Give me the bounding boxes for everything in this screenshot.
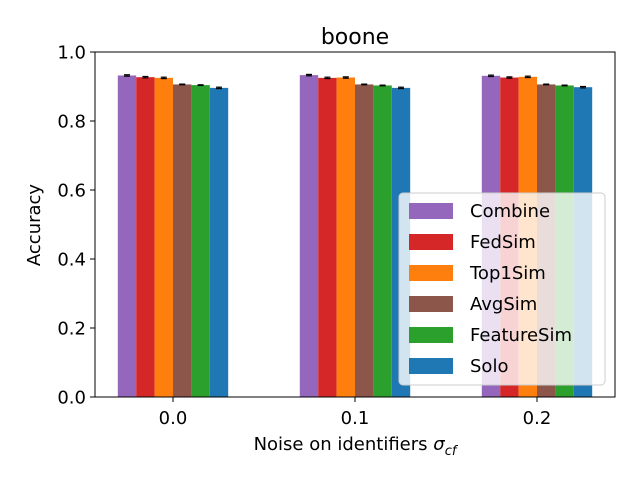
- y-tick-label: 1.0: [57, 43, 86, 64]
- legend: Combine FedSim Top1Sim AvgSim FeatureSim Solo: [398, 192, 606, 386]
- bar-solo-0: [209, 87, 229, 397]
- bar-avgsim-0: [173, 84, 192, 398]
- y-axis: 0.0 0.2 0.4 0.6 0.8 1.0: [57, 43, 95, 409]
- legend-swatch-combine: [409, 203, 453, 219]
- y-tick-label: 0.8: [57, 112, 86, 133]
- legend-swatch-avgsim: [409, 296, 453, 312]
- y-tick-label: 0.2: [57, 319, 86, 340]
- x-axis: 0.0 0.1 0.2: [159, 397, 552, 429]
- legend-swatch-featuresim: [409, 327, 453, 343]
- legend-label-featuresim: FeatureSim: [470, 325, 572, 346]
- legend-label-combine: Combine: [470, 201, 550, 222]
- bar-top1sim-0: [154, 77, 173, 397]
- x-axis-label-text: Noise on identifiers: [254, 434, 434, 455]
- legend-label-top1sim: Top1Sim: [469, 263, 546, 284]
- y-tick-label: 0.4: [57, 250, 86, 271]
- y-tick-label: 0.6: [57, 181, 86, 202]
- bar-fedsim-1: [318, 77, 337, 397]
- error-bars-layer: [124, 73, 586, 90]
- x-axis-label: Noise on identifiers σcf: [254, 434, 459, 459]
- chart-title: boone: [321, 25, 389, 50]
- bar-combine-0: [117, 75, 137, 398]
- x-axis-label-subscript: cf: [445, 444, 459, 459]
- legend-label-avgsim: AvgSim: [470, 294, 537, 315]
- y-tick-label: 0.0: [57, 388, 86, 409]
- bar-fedsim-0: [136, 77, 155, 397]
- legend-label-fedsim: FedSim: [470, 232, 536, 253]
- legend-label-solo: Solo: [470, 356, 508, 377]
- bar-top1sim-1: [336, 77, 355, 397]
- legend-swatch-fedsim: [409, 234, 453, 250]
- x-tick-label: 0.2: [523, 408, 552, 429]
- y-axis-label: Accuracy: [24, 184, 45, 267]
- legend-swatch-top1sim: [409, 265, 453, 281]
- bar-featuresim-0: [191, 85, 210, 398]
- legend-swatch-solo: [409, 358, 453, 374]
- x-axis-label-sigma: σ: [433, 434, 445, 455]
- bar-avgsim-1: [355, 84, 374, 398]
- bar-combine-1: [299, 75, 319, 398]
- bar-featuresim-1: [373, 85, 392, 397]
- x-tick-label: 0.0: [159, 408, 188, 429]
- x-tick-label: 0.1: [341, 408, 370, 429]
